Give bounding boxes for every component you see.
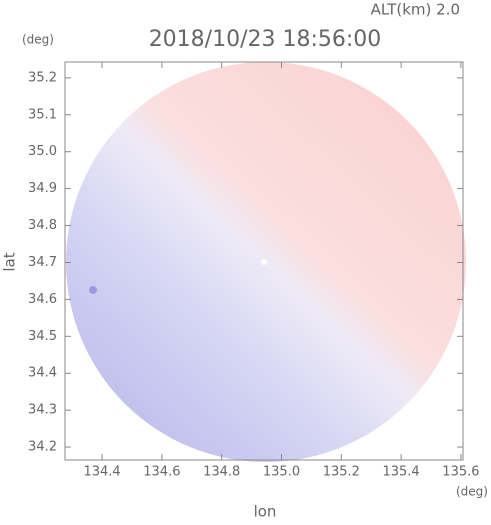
y-tick-label: 34.5 [28,329,57,344]
x-tick-label: 135.0 [263,465,300,480]
y-tick-label: 35.2 [28,70,57,85]
y-tick-label: 34.7 [28,255,57,270]
x-tick-label: 135.6 [442,465,479,480]
x-unit: (deg) [456,485,488,499]
y-axis-label: lat [1,252,19,271]
x-tick-label: 135.4 [382,465,419,480]
y-tick-label: 34.3 [28,403,57,418]
y-tick-label: 34.8 [28,218,57,233]
chart-title: 2018/10/23 18:56:00 [149,27,382,52]
x-tick-label: 134.6 [143,465,180,480]
radar-site [261,259,267,265]
x-tick-label: 134.8 [203,465,240,480]
echo-spot [89,286,97,294]
y-tick-label: 35.0 [28,144,57,159]
y-tick-label: 35.1 [28,107,57,122]
altitude: ALT(km) 2.0 [371,1,460,19]
x-tick-label: 134.4 [83,465,120,480]
y-unit: (deg) [22,33,54,47]
y-tick-label: 34.9 [28,181,57,196]
x-axis-label: lon [254,503,277,521]
x-tick-label: 135.2 [323,465,360,480]
y-tick-label: 34.6 [28,292,57,307]
y-tick-label: 34.2 [28,440,57,455]
y-tick-label: 34.4 [28,366,57,381]
plot-frame [64,61,464,461]
